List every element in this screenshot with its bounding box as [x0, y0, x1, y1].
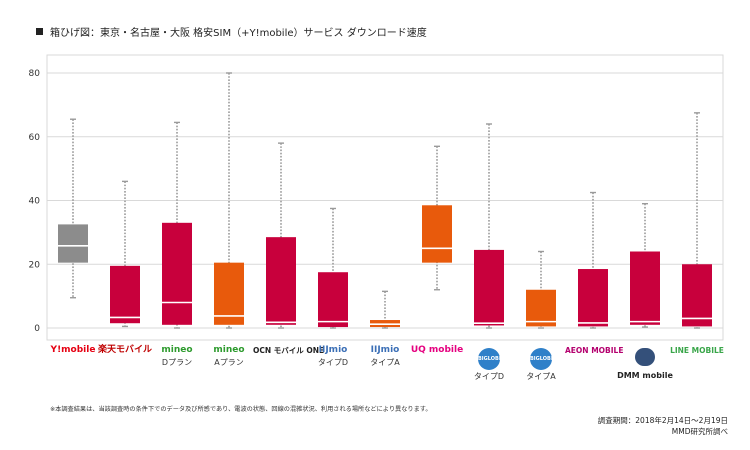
carrier-plan: Dプラン: [161, 358, 193, 367]
carrier-label-8: BIGLOBE mobile タイプD: [461, 348, 523, 382]
carrier-plan: タイプD: [317, 358, 349, 367]
y-tick-label-40: 40: [29, 197, 41, 207]
carrier-label-3: mineo Aプラン: [201, 345, 257, 368]
carrier-name: mineo: [161, 345, 193, 355]
chart-title: 箱ひげ図：東京・名古屋・大阪 格安SIM（+Y!mobile）サービス ダウンロ…: [36, 24, 427, 39]
footnote: ※本調査結果は、当該調査時の条件下でのデータ及び所感であり、電波の状態、回線の混…: [50, 406, 432, 413]
carrier-label-12: LINE MOBILE: [669, 345, 725, 357]
carrier-label-4: OCN モバイル ONE: [253, 345, 324, 357]
carrier-label-9: BIGLOBE mobile タイプA: [513, 348, 575, 382]
box-12: [682, 264, 712, 327]
survey-period: 調査期間：2018年2月14日～2月19日: [597, 416, 728, 425]
carrier-plan: タイプA: [370, 358, 400, 367]
y-tick-label-60: 60: [29, 133, 41, 143]
carrier-label-5: IIJmio タイプD: [305, 345, 361, 368]
carrier-name: IIJmio: [370, 345, 400, 355]
box-1: [110, 265, 140, 324]
carrier-name: AEON MOBILE: [565, 346, 624, 355]
box-5: [318, 272, 348, 328]
box-8: [474, 249, 504, 326]
box-4: [266, 237, 296, 325]
biglobe-logo-icon: BIGLOBE mobile: [530, 348, 575, 370]
box-0: [58, 224, 88, 263]
biglobe-logo-icon: BIGLOBE mobile: [478, 348, 523, 370]
dmm-logo-icon: [635, 348, 655, 366]
box-3: [214, 262, 244, 325]
carrier-name: Y!mobile: [50, 345, 96, 355]
carrier-name: OCN モバイル ONE: [253, 346, 325, 355]
box-10: [578, 269, 608, 327]
carrier-label-11: DMM mobile: [617, 348, 673, 381]
box-7: [422, 205, 452, 263]
carrier-plan: タイプD: [473, 372, 505, 381]
survey-source: MMD研究所調べ: [671, 427, 728, 436]
carrier-name: IIJmio: [318, 345, 348, 355]
carrier-label-1: 楽天モバイル: [97, 345, 153, 356]
chart-title-text: 箱ひげ図：東京・名古屋・大阪 格安SIM（+Y!mobile）サービス ダウンロ…: [50, 28, 427, 39]
carrier-label-6: IIJmio タイプA: [357, 345, 413, 368]
carrier-name: 楽天モバイル: [97, 345, 152, 355]
carrier-name: UQ mobile: [410, 345, 464, 355]
carrier-plan: Aプラン: [214, 358, 244, 367]
box-2: [162, 222, 192, 325]
title-square-icon: [36, 28, 43, 35]
y-tick-label-80: 80: [29, 69, 41, 79]
y-tick-label-20: 20: [29, 260, 41, 270]
carrier-name: mineo: [213, 345, 245, 355]
box-11: [630, 251, 660, 325]
carrier-label-7: UQ mobile: [409, 345, 465, 356]
carrier-name: LINE MOBILE: [670, 346, 724, 355]
box-9: [526, 289, 556, 327]
y-tick-label-0: 0: [34, 324, 40, 334]
survey-info: 調査期間：2018年2月14日～2月19日 MMD研究所調べ: [598, 415, 728, 437]
carrier-plan: タイプA: [526, 372, 556, 381]
carrier-label-10: AEON MOBILE: [565, 345, 624, 357]
carrier-label-2: mineo Dプラン: [149, 345, 205, 368]
plot-frame: [46, 54, 724, 341]
carrier-label-0: Y!mobile: [45, 345, 101, 356]
